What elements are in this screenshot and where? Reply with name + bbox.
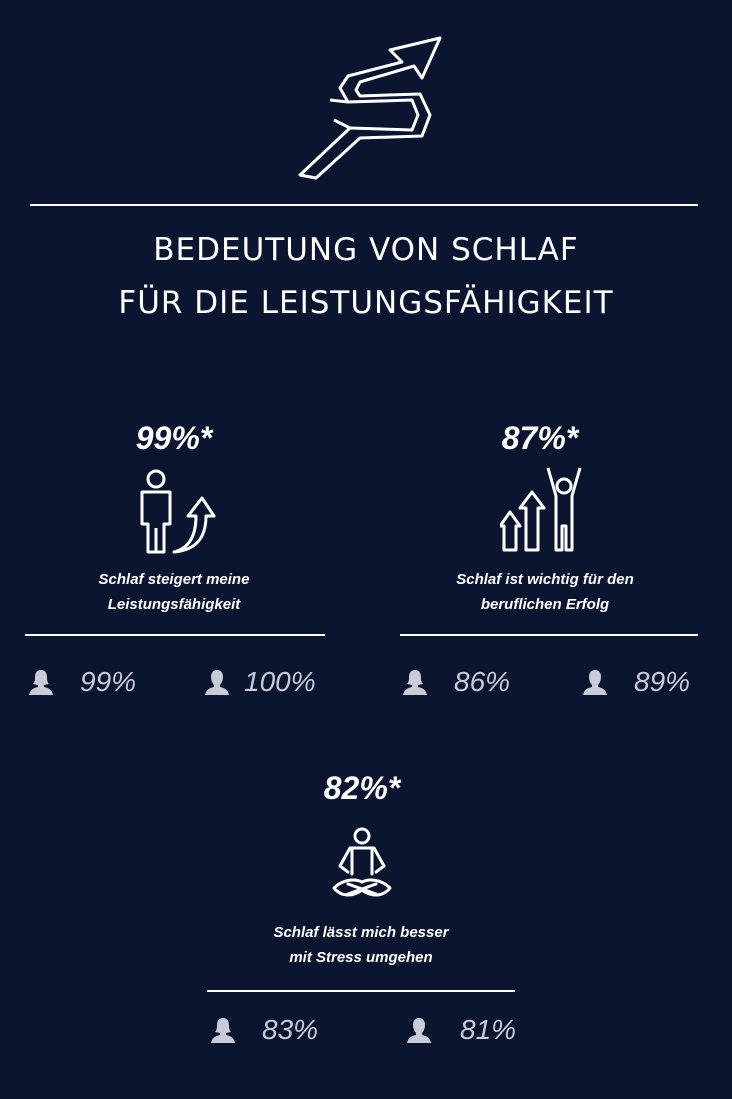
block2-female-percent: 86%: [454, 666, 511, 697]
female-icon: [402, 668, 428, 696]
person-up-arrow-icon: [134, 468, 218, 554]
male-icon: [204, 668, 230, 696]
block3-caption-line1: Schlaf lässt mich besser: [273, 924, 449, 941]
block3-female-percent: 83%: [262, 1014, 319, 1045]
male-icon: [582, 668, 608, 696]
block3-caption: Schlaf lässt mich besser mit Stress umge…: [206, 920, 516, 970]
block3-divider: [207, 990, 515, 992]
page-title-line1: BEDEUTUNG VON SCHLAF: [153, 232, 579, 268]
block1-male-percent: 100%: [244, 666, 316, 697]
female-icon: [210, 1016, 236, 1044]
block1-caption-line1: Schlaf steigert meine: [98, 571, 250, 588]
block2-caption: Schlaf ist wichtig für den beruflichen E…: [390, 567, 700, 617]
meditating-person-icon: [330, 826, 394, 900]
male-icon: [406, 1016, 432, 1044]
block1-female-percent: 99%: [80, 666, 137, 697]
block2-male-percent: 89%: [634, 666, 691, 697]
block3-caption-line2: mit Stress umgehen: [289, 949, 433, 966]
block1-percent: 99%*: [135, 420, 213, 456]
block1-divider: [25, 634, 325, 636]
zigzag-arrow-icon: [290, 20, 450, 185]
cheering-person-arrows-icon: [500, 464, 596, 554]
block2-divider: [400, 634, 698, 636]
block1-caption-line2: Leistungsfähigkeit: [107, 596, 241, 613]
female-icon: [28, 668, 54, 696]
block2-caption-line1: Schlaf ist wichtig für den: [456, 571, 634, 588]
block2-caption-line2: beruflichen Erfolg: [480, 596, 610, 613]
block2-percent: 87%*: [501, 420, 579, 456]
title-divider: [30, 204, 698, 206]
block3-male-percent: 81%: [460, 1014, 517, 1045]
block3-percent: 82%*: [323, 770, 401, 806]
page-title-line2: FÜR DIE LEISTUNGSFÄHIGKEIT: [118, 285, 614, 321]
block1-caption: Schlaf steigert meine Leistungsfähigkeit: [24, 567, 324, 617]
